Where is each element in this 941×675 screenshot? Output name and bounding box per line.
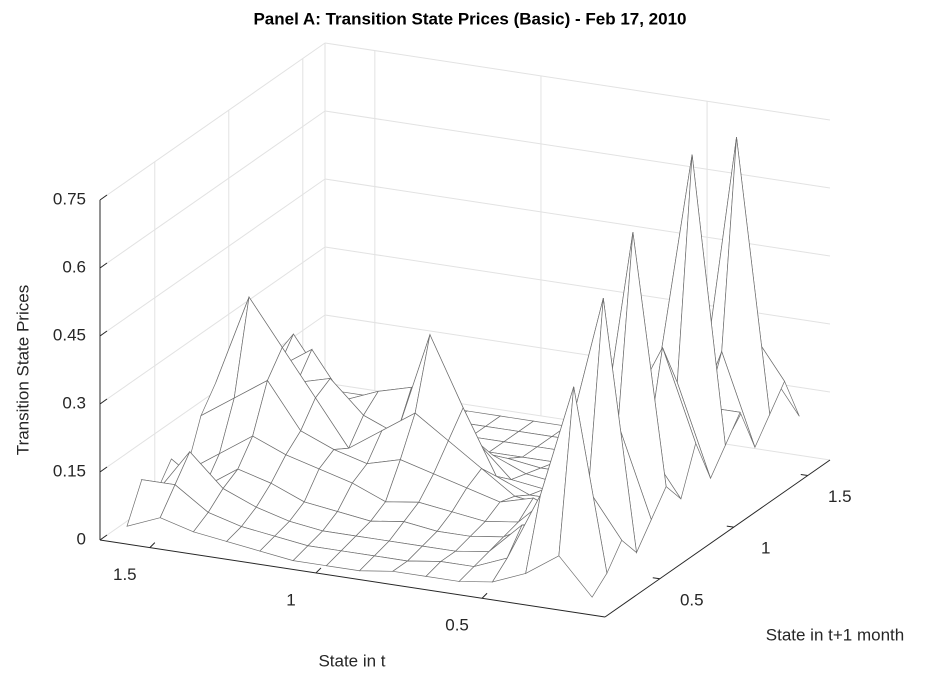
z-tick-label: 0.75 bbox=[53, 189, 86, 208]
x-axis bbox=[99, 539, 606, 618]
z-tick-label: 0.6 bbox=[62, 257, 86, 276]
y-axis-label: State in t+1 month bbox=[766, 625, 904, 644]
z-tick-label: 0 bbox=[77, 529, 86, 548]
z-tick-label: 0.45 bbox=[53, 325, 86, 344]
x-tick-label: 1 bbox=[286, 590, 295, 609]
grid-line bbox=[99, 42, 326, 201]
z-tick bbox=[99, 466, 108, 473]
x-axis-label: State in t bbox=[318, 651, 385, 670]
z-tick bbox=[99, 194, 108, 201]
z-tick bbox=[99, 330, 108, 337]
y-tick bbox=[652, 577, 660, 580]
z-tick bbox=[99, 534, 108, 541]
x-tick bbox=[149, 542, 156, 548]
y-tick-label: 1.5 bbox=[828, 487, 852, 506]
z-axis-label: Transition State Prices bbox=[13, 285, 32, 455]
grid-line bbox=[99, 178, 326, 337]
z-tick bbox=[99, 398, 108, 405]
grid-line bbox=[324, 110, 831, 189]
y-tick-label: 1 bbox=[761, 539, 770, 558]
y-tick-label: 0.5 bbox=[680, 590, 704, 609]
y-tick bbox=[800, 473, 808, 476]
z-tick-label: 0.3 bbox=[62, 393, 86, 412]
y-tick bbox=[726, 525, 734, 528]
x-tick bbox=[481, 592, 488, 599]
surface-patch bbox=[558, 386, 608, 598]
grid-line bbox=[324, 42, 831, 121]
z-tick-label: 0.15 bbox=[53, 461, 86, 480]
z-tick bbox=[99, 262, 108, 269]
x-tick bbox=[315, 567, 322, 574]
x-tick-label: 0.5 bbox=[445, 616, 469, 635]
grid-line bbox=[324, 178, 831, 257]
x-tick-label: 1.5 bbox=[113, 565, 137, 584]
y-axis bbox=[604, 459, 831, 618]
chart-title: Panel A: Transition State Prices (Basic)… bbox=[253, 9, 686, 28]
grid-line bbox=[99, 110, 326, 269]
grid-line bbox=[99, 246, 326, 405]
